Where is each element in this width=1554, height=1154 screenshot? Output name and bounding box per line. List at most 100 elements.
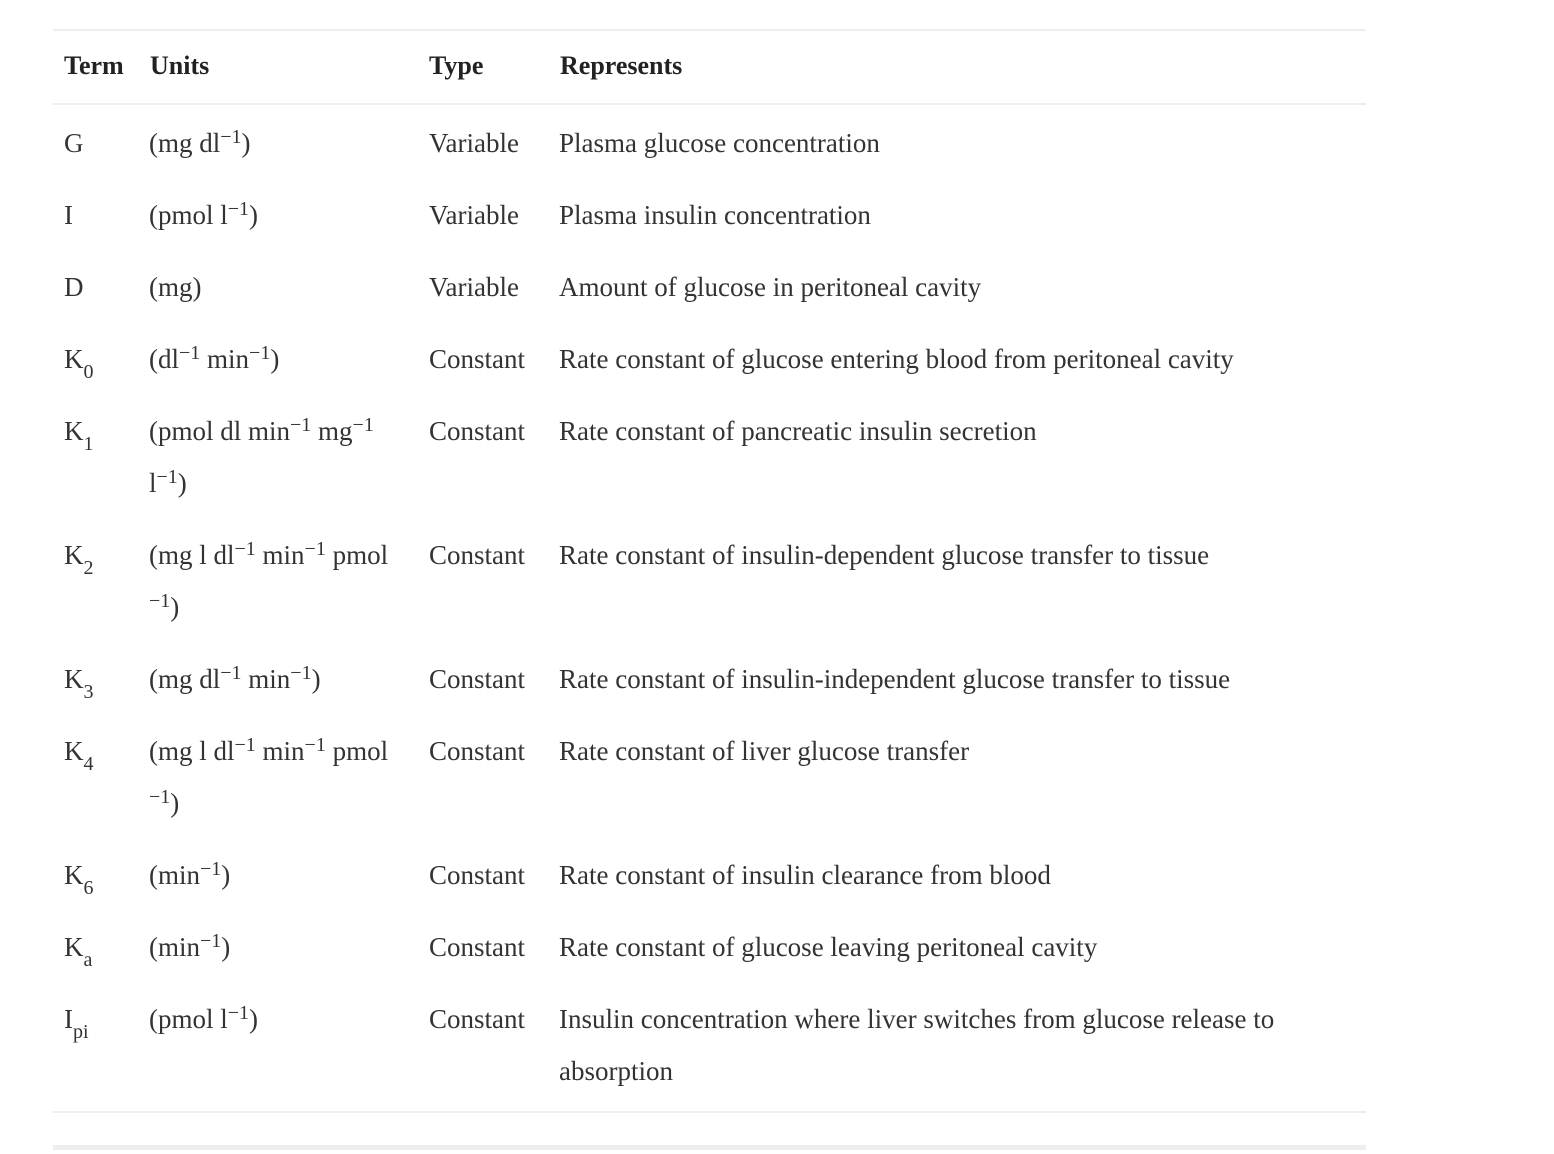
cell-term: K2 bbox=[53, 519, 140, 643]
cell-type: Constant bbox=[429, 736, 526, 766]
cell-units: (pmol dl min−1 mg−1 l−1) bbox=[140, 395, 419, 519]
cell-term: G bbox=[53, 104, 140, 179]
cell-type: Constant bbox=[429, 540, 526, 570]
cell-term: Ka bbox=[53, 911, 140, 983]
cell-represents: Rate constant of insulin-dependent gluco… bbox=[559, 540, 1210, 570]
cell-units: (pmol l−1) bbox=[140, 179, 419, 251]
cell-term: K0 bbox=[53, 323, 140, 395]
header-represents: Represents bbox=[549, 31, 1366, 105]
text-segment: (min bbox=[149, 932, 200, 962]
header-row: Term Units Type Represents bbox=[53, 31, 1366, 105]
text-segment: G bbox=[64, 128, 84, 158]
text-segment: (mg) bbox=[149, 272, 202, 302]
cell-represents: Rate constant of insulin-independent glu… bbox=[559, 664, 1231, 694]
subscript: 3 bbox=[83, 681, 94, 704]
subscript: 4 bbox=[83, 753, 94, 776]
cell-represents: Insulin concentration where liver switch… bbox=[559, 1004, 1275, 1086]
text-segment: min bbox=[241, 664, 291, 694]
table-body: G (mg dl−1) Variable Plasma glucose concent… bbox=[53, 104, 1366, 1111]
cell-represents: Plasma insulin concentration bbox=[559, 200, 871, 230]
table-row: K0 (dl−1 min−1) Constant Rate constant of g… bbox=[53, 323, 1366, 395]
superscript: −1 bbox=[234, 538, 256, 560]
text-segment: K bbox=[64, 664, 84, 694]
text-segment: ) bbox=[170, 592, 180, 622]
text-segment: (pmol l bbox=[149, 1004, 228, 1034]
superscript: −1 bbox=[200, 858, 222, 880]
superscript: −1 bbox=[227, 198, 250, 220]
cell-units: (mg l dl−1 min−1 pmol −1) bbox=[140, 715, 419, 839]
superscript: −1 bbox=[234, 734, 256, 756]
text-segment: ) bbox=[170, 788, 180, 818]
table-header: Term Units Type Represents bbox=[53, 31, 1366, 105]
cell-term: K1 bbox=[53, 395, 140, 519]
text-segment: pmol bbox=[325, 736, 395, 766]
text-segment: K bbox=[64, 540, 84, 570]
table-row: I (pmol l−1) Variable Plasma insulin concen… bbox=[53, 179, 1366, 251]
table-row: Ka (min−1) Constant Rate constant of glucos… bbox=[53, 911, 1366, 983]
header-type: Type bbox=[419, 31, 549, 105]
text-segment: ) bbox=[311, 664, 321, 694]
text-segment: pmol bbox=[325, 540, 395, 570]
table-row: K4 (mg l dl−1 min−1 pmol −1) Constant Rate … bbox=[53, 715, 1366, 839]
subscript: a bbox=[83, 949, 93, 972]
cell-term: I bbox=[53, 179, 140, 251]
superscript: −1 bbox=[290, 414, 312, 436]
cell-type: Constant bbox=[429, 860, 526, 890]
text-segment: ) bbox=[241, 128, 251, 158]
superscript: −1 bbox=[156, 466, 178, 488]
cell-type: Constant bbox=[429, 344, 526, 374]
text-segment: mg bbox=[311, 416, 353, 446]
text-segment: l bbox=[149, 416, 381, 498]
cell-units: (min−1) bbox=[140, 839, 419, 911]
cell-units: (mg) bbox=[140, 251, 419, 323]
cell-type: Variable bbox=[429, 200, 519, 230]
table-top-rule bbox=[53, 29, 1366, 31]
text-segment: K bbox=[64, 932, 84, 962]
text-segment: min bbox=[200, 344, 250, 374]
superscript: −1 bbox=[149, 590, 171, 612]
cell-term: D bbox=[53, 251, 140, 323]
superscript: −1 bbox=[227, 1002, 250, 1024]
text-segment: min bbox=[255, 540, 305, 570]
cell-represents: Plasma glucose concentration bbox=[559, 128, 880, 158]
text-segment: K bbox=[64, 736, 84, 766]
cell-represents: Rate constant of liver glucose transfer bbox=[559, 736, 970, 766]
cell-term: Ipi bbox=[53, 983, 140, 1111]
table-bottom-rule bbox=[53, 1111, 1366, 1113]
text-segment: ) bbox=[221, 932, 231, 962]
text-segment: (mg dl bbox=[149, 664, 221, 694]
cell-type: Variable bbox=[429, 272, 519, 302]
cell-type: Constant bbox=[429, 664, 526, 694]
cell-represents: Rate constant of glucose entering blood … bbox=[559, 344, 1234, 374]
superscript: −1 bbox=[179, 342, 201, 364]
subscript: 1 bbox=[83, 433, 94, 456]
header-term: Term bbox=[53, 31, 140, 105]
subscript: 0 bbox=[83, 361, 94, 384]
cell-units: (mg dl−1 min−1) bbox=[140, 643, 419, 715]
superscript: −1 bbox=[220, 662, 242, 684]
text-segment: K bbox=[64, 344, 84, 374]
cell-units: (min−1) bbox=[140, 911, 419, 983]
cell-type: Variable bbox=[429, 128, 519, 158]
text-segment: (min bbox=[149, 860, 200, 890]
table-row: K6 (min−1) Constant Rate constant of insuli… bbox=[53, 839, 1366, 911]
cell-represents: Rate constant of insulin clearance from … bbox=[559, 860, 1051, 890]
subscript: 6 bbox=[83, 877, 94, 900]
superscript: −1 bbox=[352, 414, 374, 436]
superscript: −1 bbox=[249, 342, 271, 364]
cell-units: (pmol l−1) bbox=[140, 983, 419, 1111]
table-row: G (mg dl−1) Variable Plasma glucose concent… bbox=[53, 104, 1366, 179]
text-segment: K bbox=[64, 860, 84, 890]
superscript: −1 bbox=[304, 538, 326, 560]
cell-term: K6 bbox=[53, 839, 140, 911]
cell-term: K4 bbox=[53, 715, 140, 839]
text-segment: ) bbox=[221, 860, 231, 890]
table-row: K3 (mg dl−1 min−1) Constant Rate constant o… bbox=[53, 643, 1366, 715]
text-segment: K bbox=[64, 416, 84, 446]
subscript: pi bbox=[73, 1021, 89, 1044]
text-segment: ) bbox=[249, 1004, 259, 1034]
subscript: 2 bbox=[83, 557, 94, 580]
cell-units: (mg l dl−1 min−1 pmol −1) bbox=[140, 519, 419, 643]
text-segment: (pmol dl min bbox=[149, 416, 290, 446]
cell-units: (mg dl−1) bbox=[140, 104, 419, 179]
